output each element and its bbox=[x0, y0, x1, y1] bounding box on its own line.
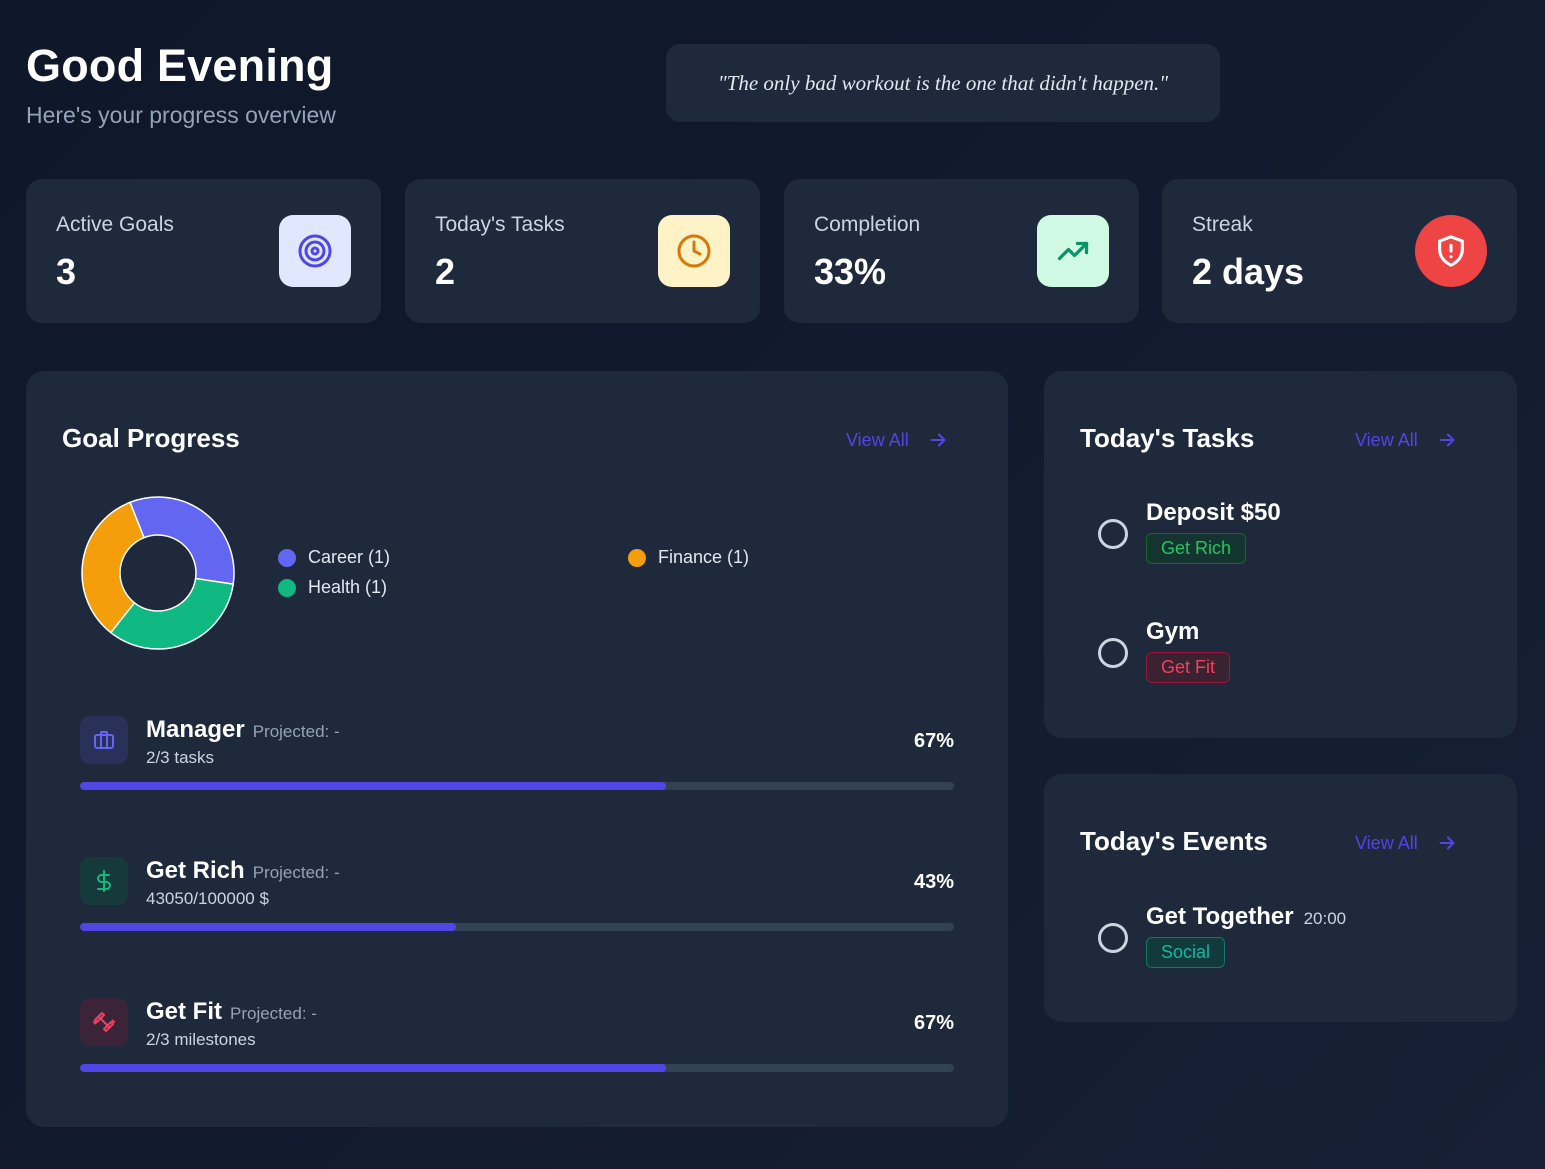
stat-label: Today's Tasks bbox=[435, 213, 565, 236]
goal-progress-fill bbox=[80, 1064, 666, 1072]
legend-career: Career (1) bbox=[278, 547, 390, 568]
briefcase-icon bbox=[80, 716, 128, 764]
goal-subtext: 2/3 milestones bbox=[146, 1030, 256, 1049]
legend-dot-career bbox=[278, 548, 296, 567]
page-title: Good Evening bbox=[26, 40, 334, 91]
stat-card-todays-tasks: Today's Tasks 2 bbox=[405, 179, 760, 323]
goal-progress-bar bbox=[80, 1064, 954, 1072]
goal-row-manager[interactable]: Manager Projected: - 2/3 tasks 67% bbox=[80, 716, 954, 806]
task-goal-tag: Get Fit bbox=[1146, 652, 1231, 683]
donut-slice-career bbox=[129, 496, 235, 585]
arrow-right-icon bbox=[1439, 836, 1455, 850]
goal-progress-panel: Goal Progress View All Career (1) Financ… bbox=[26, 371, 1008, 1127]
event-time: 20:00 bbox=[1303, 909, 1347, 928]
stat-card-completion: Completion 33% bbox=[784, 179, 1139, 323]
goal-row-get-rich[interactable]: Get Rich Projected: - 43050/100000 $ 43% bbox=[80, 857, 954, 947]
goal-percent: 43% bbox=[913, 871, 954, 893]
goal-name: Manager Projected: - bbox=[146, 716, 340, 743]
stat-value: 2 bbox=[435, 251, 456, 292]
task-checkbox[interactable] bbox=[1098, 519, 1128, 549]
goal-name: Get Rich Projected: - bbox=[146, 857, 340, 884]
legend-label: Finance (1) bbox=[658, 547, 750, 567]
stat-card-streak: Streak 2 days bbox=[1162, 179, 1517, 323]
task-name: Deposit $50 bbox=[1146, 499, 1281, 526]
motivational-quote: "The only bad workout is the one that di… bbox=[666, 44, 1220, 122]
view-all-label: View All bbox=[1355, 429, 1418, 450]
goal-subtext: 43050/100000 $ bbox=[146, 889, 269, 908]
goal-row-get-fit[interactable]: Get Fit Projected: - 2/3 milestones 67% bbox=[80, 998, 954, 1088]
stat-label: Completion bbox=[814, 213, 921, 236]
goal-progress-title: Goal Progress bbox=[62, 423, 240, 453]
todays-tasks-panel: Today's Tasks View All Deposit $50 Get R… bbox=[1044, 371, 1517, 738]
legend-dot-health bbox=[278, 578, 296, 597]
event-checkbox[interactable] bbox=[1098, 923, 1128, 953]
view-all-label: View All bbox=[846, 429, 909, 450]
goal-projected: Projected: - bbox=[230, 1004, 317, 1023]
task-goal-tag: Get Rich bbox=[1146, 533, 1247, 564]
goal-subtext: 2/3 tasks bbox=[146, 748, 215, 767]
target-icon bbox=[279, 215, 351, 287]
dumbbell-icon bbox=[80, 998, 128, 1046]
legend-label: Health (1) bbox=[308, 577, 388, 597]
donut-slice-finance bbox=[81, 501, 145, 634]
event-category-tag: Social bbox=[1146, 937, 1226, 968]
arrow-right-icon bbox=[1439, 433, 1455, 447]
stat-value: 33% bbox=[814, 251, 887, 292]
todays-events-panel: Today's Events View All Get Together 20:0… bbox=[1044, 774, 1517, 1022]
todays-tasks-view-all-link[interactable]: View All bbox=[1355, 429, 1458, 451]
legend-label: Career (1) bbox=[308, 547, 391, 567]
stat-value: 2 days bbox=[1192, 251, 1305, 292]
goal-projected: Projected: - bbox=[252, 722, 340, 741]
stat-value: 3 bbox=[56, 251, 77, 292]
clock-icon bbox=[658, 215, 730, 287]
goal-category-donut-chart bbox=[81, 496, 235, 650]
goal-progress-fill bbox=[80, 782, 666, 790]
event-name: Get Together 20:00 bbox=[1146, 903, 1347, 930]
page-subtitle: Here's your progress overview bbox=[26, 102, 336, 128]
view-all-label: View All bbox=[1355, 832, 1418, 853]
legend-dot-finance bbox=[628, 548, 646, 567]
goal-percent: 67% bbox=[913, 1012, 954, 1034]
dollar-icon bbox=[80, 857, 128, 905]
todays-events-view-all-link[interactable]: View All bbox=[1355, 832, 1458, 854]
goal-progress-bar bbox=[80, 782, 954, 790]
todays-tasks-title: Today's Tasks bbox=[1080, 423, 1255, 453]
goal-name: Get Fit Projected: - bbox=[146, 998, 317, 1025]
goal-percent: 67% bbox=[913, 730, 954, 752]
arrow-right-icon bbox=[930, 433, 946, 447]
goal-projected: Projected: - bbox=[252, 863, 340, 882]
task-checkbox[interactable] bbox=[1098, 638, 1128, 668]
legend-finance: Finance (1) bbox=[628, 547, 749, 568]
greeting-header: Good Evening Here's your progress overvi… bbox=[26, 40, 336, 129]
goal-progress-bar bbox=[80, 923, 954, 931]
stat-card-active-goals: Active Goals 3 bbox=[26, 179, 381, 323]
stat-label: Streak bbox=[1192, 213, 1253, 236]
goal-progress-view-all-link[interactable]: View All bbox=[846, 429, 949, 451]
shield-alert-icon bbox=[1415, 215, 1487, 287]
todays-events-title: Today's Events bbox=[1080, 826, 1268, 856]
stat-label: Active Goals bbox=[56, 213, 174, 236]
legend-health: Health (1) bbox=[278, 577, 387, 598]
goal-progress-fill bbox=[80, 923, 456, 931]
task-name: Gym bbox=[1146, 618, 1200, 645]
trending-up-icon bbox=[1037, 215, 1109, 287]
donut-slice-health bbox=[109, 577, 235, 650]
